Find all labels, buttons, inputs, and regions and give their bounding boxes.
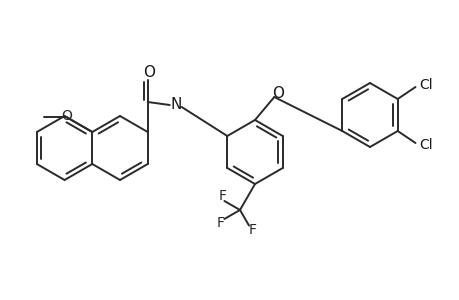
Text: N: N [170, 97, 181, 112]
Text: O: O [142, 64, 154, 80]
Text: O: O [61, 109, 72, 123]
Text: Cl: Cl [419, 78, 432, 92]
Text: O: O [272, 85, 284, 100]
Text: Cl: Cl [419, 138, 432, 152]
Text: F: F [216, 216, 224, 230]
Text: F: F [248, 223, 257, 237]
Text: F: F [218, 189, 226, 203]
